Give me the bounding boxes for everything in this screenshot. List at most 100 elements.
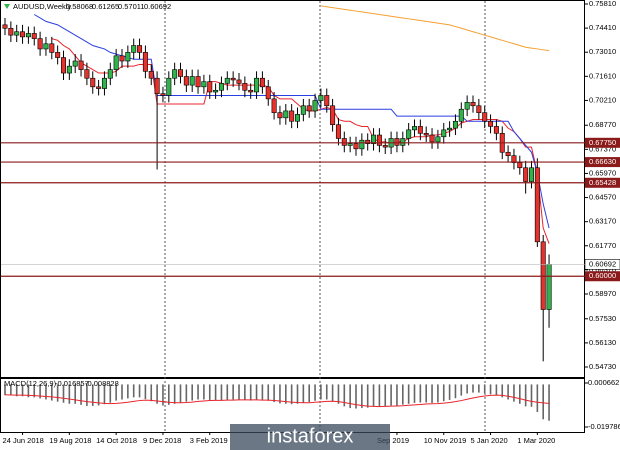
candle-body (382, 145, 388, 148)
candle-body (125, 52, 131, 62)
macd-bar (203, 384, 205, 400)
candle-body (470, 102, 476, 107)
candle-body (230, 77, 236, 81)
macd-bar (45, 384, 47, 400)
candle-body (60, 57, 66, 74)
candle-body (178, 69, 184, 77)
candle-body (289, 110, 295, 122)
y-tick-label: 0.65970 (589, 168, 616, 177)
main-panel-frame (0, 0, 585, 378)
header-low: 0.57011 (118, 2, 145, 11)
macd-bar (548, 384, 550, 421)
macd-bar (21, 384, 24, 397)
candle-body (131, 45, 137, 53)
macd-bar (489, 384, 492, 395)
candle-body (441, 129, 447, 138)
macd-bar (156, 384, 158, 404)
candle-body (201, 81, 207, 88)
level-label-box (585, 157, 620, 168)
y-tick-label: 0.71610 (589, 71, 616, 80)
y-tick-label: 0.57530 (589, 314, 616, 323)
candle-body (14, 31, 20, 36)
macd-bar (232, 384, 234, 400)
candle-body (400, 138, 406, 146)
macd-bar (290, 384, 293, 405)
candle-body (528, 167, 534, 182)
candle-body (265, 86, 271, 100)
candle-body (183, 76, 189, 86)
x-tick-label: 14 Oct 2018 (96, 436, 137, 445)
candle-body (66, 65, 72, 74)
candle-body (142, 52, 148, 72)
header-high: 0.61265 (92, 2, 119, 11)
macd-bar (115, 384, 117, 401)
candle-body (101, 77, 107, 89)
macd-bar (337, 384, 340, 404)
macd-bar (285, 384, 287, 404)
candle-body (207, 81, 213, 93)
x-tick-label: 9 Dec 2018 (143, 436, 181, 445)
candle-body (546, 264, 552, 310)
macd-title: MACD(12,26,9) (4, 379, 57, 388)
current-price-label: 0.60692 (589, 259, 616, 268)
macd-bar (384, 384, 387, 407)
macd-y-tick-label: -0.019786 (588, 422, 620, 431)
y-tick-label: 0.64570 (589, 193, 616, 202)
candle-body (330, 105, 336, 126)
macd-bar (478, 384, 480, 393)
candle-body (359, 139, 365, 150)
y-tick-label: 0.67370 (589, 144, 616, 153)
header-open: 0.58068 (66, 2, 93, 11)
candle-body (318, 95, 324, 101)
candle-body (172, 69, 178, 79)
macd-bar (179, 384, 182, 403)
macd-bar (10, 384, 12, 396)
macd-bar (150, 384, 153, 402)
candle-body (423, 133, 429, 136)
macd-bar (208, 384, 211, 400)
candle-body (394, 138, 400, 146)
macd-bar (413, 384, 416, 403)
candle-body (347, 143, 353, 146)
macd-bar (138, 384, 141, 398)
x-tick-label: 3 Feb 2019 (190, 436, 228, 445)
candle-body (353, 143, 359, 150)
y-tick-label: 0.68770 (589, 120, 616, 129)
macd-bar (308, 384, 310, 403)
macd-bar (279, 384, 281, 404)
macd-bar (349, 384, 351, 409)
y-tick-label: 0.70210 (589, 95, 616, 104)
candle-body (411, 126, 417, 131)
macd-bar (15, 384, 18, 397)
macd-bar (466, 384, 468, 394)
candle-body (148, 71, 154, 79)
macd-bar (103, 384, 106, 405)
macd-bar (314, 384, 316, 401)
macd-bar (483, 384, 486, 394)
candle-body (300, 105, 306, 115)
candle-body (2, 24, 8, 29)
y-tick-label: 0.54730 (589, 362, 616, 371)
candle-body (31, 33, 37, 39)
candle-body (84, 69, 90, 79)
candle-body (37, 38, 43, 50)
candle-body (371, 134, 377, 144)
candle-body (306, 105, 312, 112)
macd-y-tick-label: 0.000662 (588, 378, 619, 387)
macd-bar (197, 384, 199, 400)
macd-bar (524, 384, 527, 407)
macd-bar (442, 384, 445, 402)
macd-bar (372, 384, 375, 407)
candle-body (189, 76, 195, 86)
macd-bar (454, 384, 457, 399)
macd-bar (144, 384, 147, 400)
macd-bar (402, 384, 404, 405)
candle-body (218, 83, 224, 91)
candle-body (113, 55, 119, 70)
macd-bar (507, 384, 509, 400)
macd-bar (220, 384, 223, 401)
macd-bar (68, 384, 71, 404)
macd-bar (472, 384, 474, 393)
